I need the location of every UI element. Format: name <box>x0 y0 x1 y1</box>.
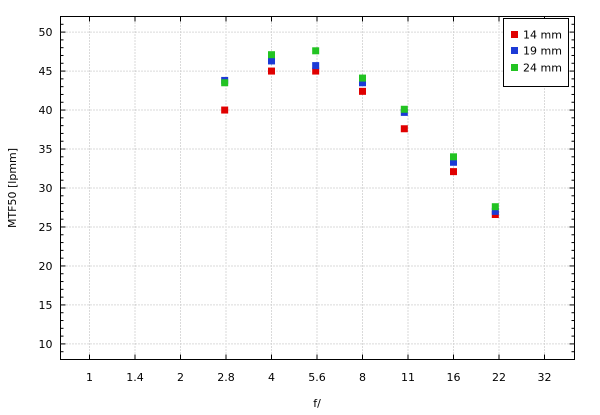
data-point-19mm <box>359 79 366 87</box>
data-point-19mm <box>491 207 499 215</box>
y-tick-label: 50 <box>39 26 53 39</box>
y-tick-label: 35 <box>39 143 53 156</box>
x-tick-label: 8 <box>359 371 366 384</box>
y-tick-label: 40 <box>39 104 53 117</box>
data-point-24mm <box>312 47 320 55</box>
y-tick-label: 15 <box>39 299 53 312</box>
legend-label-24mm: 24 mm <box>523 62 562 75</box>
legend-swatch-14mm <box>511 31 518 38</box>
x-axis-title: f/ <box>313 397 321 410</box>
x-tick-label: 4 <box>268 371 275 384</box>
data-point-24mm <box>359 74 366 82</box>
x-tick-label: 11 <box>401 371 415 384</box>
x-axis: 1 1.4 2 2.8 4 5.6 8 11 16 22 32 <box>86 16 552 384</box>
data-point-14mm <box>450 168 457 176</box>
grid-lines <box>60 16 575 360</box>
data-point-24mm <box>491 203 499 211</box>
x-tick-label: 5.6 <box>308 371 326 384</box>
data-point-14mm <box>400 125 408 133</box>
y-tick-label: 45 <box>39 65 53 78</box>
legend-swatch-24mm <box>511 64 518 71</box>
data-point-14mm <box>359 87 366 95</box>
legend: 14 mm 19 mm 24 mm <box>503 18 569 87</box>
legend-label-19mm: 19 mm <box>523 45 562 58</box>
x-tick-label: 32 <box>538 371 552 384</box>
data-point-24mm <box>221 79 229 87</box>
x-tick-label: 22 <box>492 371 506 384</box>
legend-item-24mm: 24 mm <box>511 62 562 75</box>
data-point-19mm <box>450 158 457 166</box>
data-point-19mm <box>312 62 320 70</box>
legend-item-19mm: 19 mm <box>511 45 562 58</box>
x-tick-label: 2.8 <box>217 371 235 384</box>
y-tick-label: 30 <box>39 182 53 195</box>
data-point-24mm <box>450 153 457 161</box>
x-tick-label: 1.4 <box>126 371 144 384</box>
y-tick-label: 10 <box>39 338 53 351</box>
y-tick-label: 25 <box>39 221 53 234</box>
x-tick-label: 16 <box>447 371 461 384</box>
data-point-14mm <box>312 67 320 75</box>
data-points <box>221 47 499 219</box>
legend-label-14mm: 14 mm <box>523 29 562 42</box>
data-point-24mm <box>400 105 408 113</box>
x-tick-label: 2 <box>177 371 184 384</box>
data-point-19mm <box>268 57 275 65</box>
legend-item-14mm: 14 mm <box>511 29 562 42</box>
x-tick-label: 1 <box>86 371 93 384</box>
legend-swatch-19mm <box>511 47 518 54</box>
data-point-14mm <box>221 106 229 114</box>
y-tick-label: 20 <box>39 260 53 273</box>
y-axis: 10 15 20 25 30 35 40 45 50 <box>39 16 575 360</box>
data-point-14mm <box>268 67 275 75</box>
data-point-24mm <box>268 51 275 59</box>
y-axis-title: MTF50 [lpmm] <box>6 148 19 228</box>
